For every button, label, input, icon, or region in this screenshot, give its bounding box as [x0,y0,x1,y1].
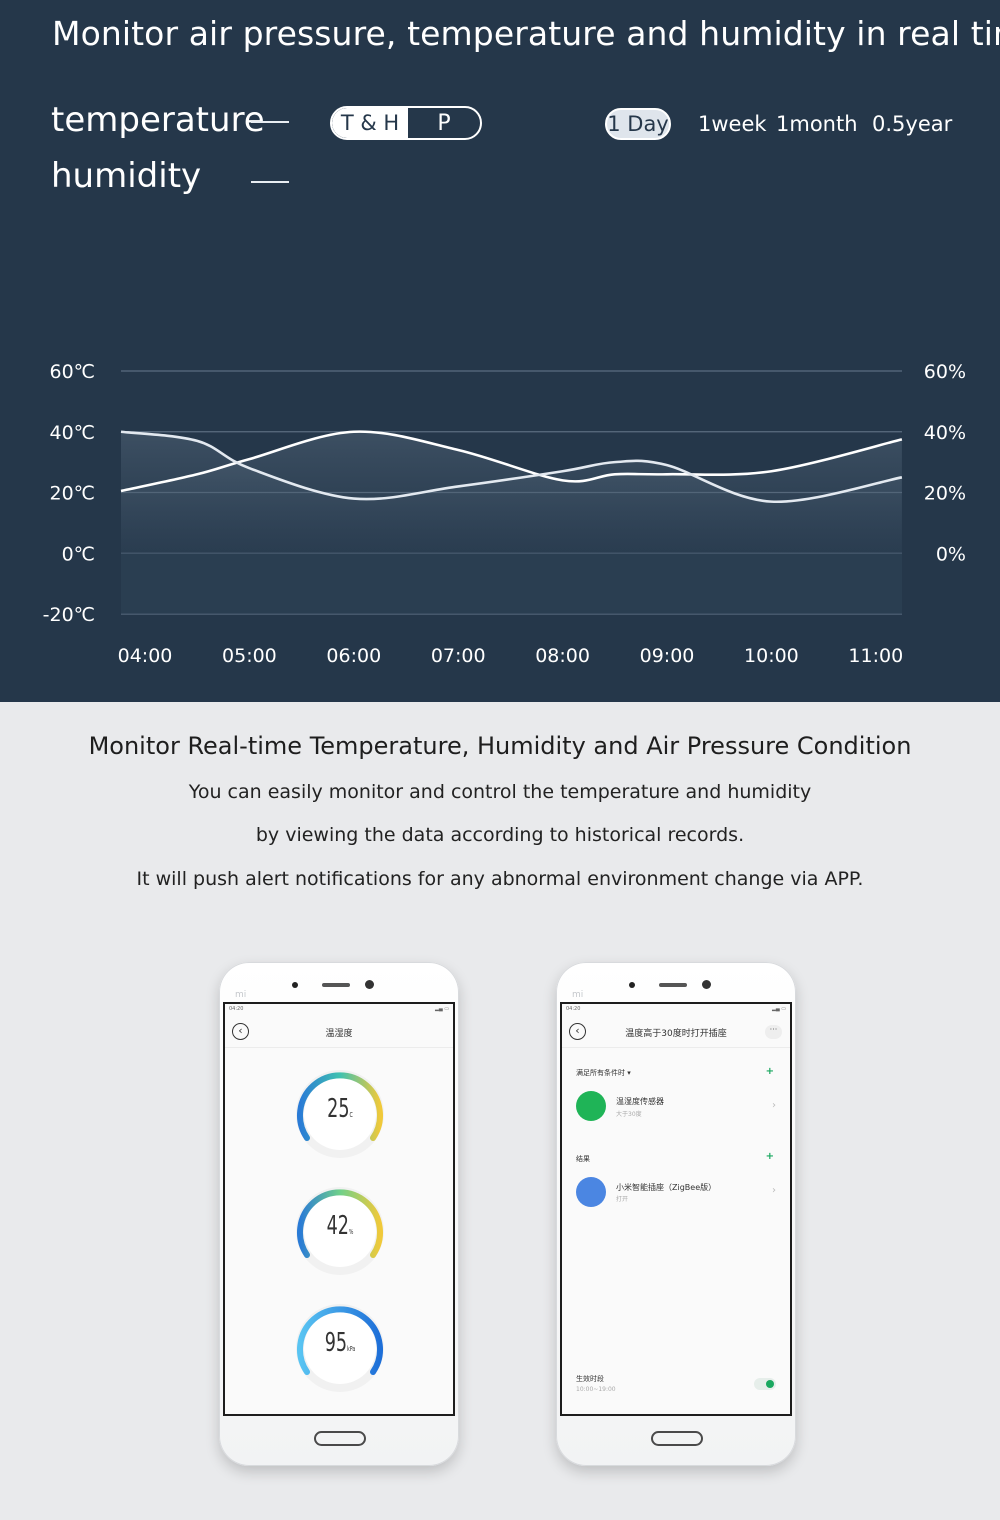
y-left-tick-label: 40℃ [49,422,95,444]
range-1month-button[interactable]: 1month [776,112,858,136]
plug-device-icon [576,1177,606,1207]
y-right-tick-label: 0% [936,543,966,565]
phone-mockup-automation: mi 04:20 ▂▄ ▭ ‹ 温度高于30度时打开插座 ··· 满足所有条件时… [556,962,796,1466]
period-label: 生效时段 [576,1375,604,1383]
y-right-tick-label: 60% [924,361,966,383]
condition-label: 满足所有条件时 ▾ [576,1069,631,1077]
proximity-sensor [292,982,298,988]
device-name[interactable]: 小米智能插座（ZigBee版） [616,1183,717,1192]
description-line-2: by viewing the data according to histori… [255,824,745,846]
description-title: Monitor Real-time Temperature, Humidity … [88,732,912,760]
chart-panel: Monitor air pressure, temperature and hu… [0,0,1000,702]
x-tick-label: 05:00 [222,645,277,667]
y-left-tick-label: 0℃ [62,543,95,565]
humidity-value: 42% [326,1211,354,1241]
legend-temperature-label: temperature [51,100,265,140]
add-result-icon[interactable]: + [765,1151,774,1162]
status-bar: 04:20 ▂▄ ▭ [225,1004,453,1014]
phone-screen: 04:20 ▂▄ ▭ ‹ 温度高于30度时打开插座 ··· 满足所有条件时 ▾ … [560,1002,792,1416]
status-bar: 04:20 ▂▄ ▭ [562,1004,790,1014]
legend-humidity: humidity [51,156,289,196]
x-tick-label: 04:00 [118,645,173,667]
description-line-3: It will push alert notifications for any… [136,868,864,890]
legend-temperature-line [251,121,289,123]
y-right-tick-label: 40% [924,422,966,444]
back-arrow-icon[interactable]: ‹ [232,1023,249,1040]
y-left-tick-label: 60℃ [49,361,95,383]
y-left-tick-label: -20℃ [43,604,95,626]
temperature-gauge[interactable]: 25C [290,1064,390,1164]
legend-humidity-label: humidity [51,156,202,196]
device-action: 打开 [616,1196,629,1203]
device-name[interactable]: 温湿度传感器 [616,1097,664,1106]
status-icons: ▂▄ ▭ [434,1006,449,1012]
period-value: 10:00~19:00 [576,1386,616,1393]
phone-mockup-gauges: mi 04:20 ▂▄ ▭ ‹ 温湿度 25C [219,962,459,1466]
add-condition-icon[interactable]: + [765,1066,774,1077]
home-button[interactable] [651,1431,703,1446]
x-tick-label: 11:00 [848,645,903,667]
chevron-right-icon[interactable]: › [772,1100,776,1111]
app-title: 温湿度 [325,1029,353,1039]
series-area-humidity [121,431,902,554]
description-line-1: You can easily monitor and control the t… [188,781,812,803]
series-line-temperature [120,430,903,493]
app-title: 温度高于30度时打开插座 [625,1029,727,1039]
y-right-tick-label: 20% [924,483,966,505]
sensor-device-icon [576,1091,606,1121]
pressure-value: 95kPa [324,1328,356,1358]
front-camera [702,980,711,989]
device-condition: 大于30度 [616,1111,642,1118]
brand-logo: mi [235,990,247,1000]
home-button[interactable] [314,1431,366,1446]
series-line-humidity [120,430,903,503]
app-bar: ‹ 温湿度 [225,1014,453,1048]
mode-option-p[interactable]: P [437,110,451,136]
pressure-gauge[interactable]: 95kPa [290,1298,390,1398]
lower-band [121,553,902,614]
legend-temperature: temperature [51,100,289,140]
y-left-tick-label: 20℃ [49,483,95,505]
range-1day-button[interactable]: 1 Day [605,108,671,140]
chevron-right-icon[interactable]: › [772,1185,776,1196]
back-arrow-icon[interactable]: ‹ [569,1023,586,1040]
period-toggle[interactable] [754,1378,776,1390]
proximity-sensor [629,982,635,988]
legend-humidity-line [251,181,289,183]
status-icons: ▂▄ ▭ [771,1006,786,1012]
app-bar: ‹ 温度高于30度时打开插座 ··· [562,1014,790,1048]
front-camera [365,980,374,989]
x-tick-label: 10:00 [744,645,799,667]
range-1week-button[interactable]: 1week [698,112,767,136]
mode-toggle[interactable]: T & H P [330,106,482,140]
phone-screen: 04:20 ▂▄ ▭ ‹ 温湿度 25C [223,1002,455,1416]
temperature-value: 25C [327,1094,353,1124]
more-icon[interactable]: ··· [765,1025,782,1039]
brand-logo: mi [572,990,584,1000]
line-chart: 60℃ 40℃ 20℃ 0℃ -20℃ 60% 40% 20% 0% 04:00 05:00 06:0… [43,361,966,667]
x-tick-label: 08:00 [535,645,590,667]
x-tick-label: 06:00 [326,645,381,667]
earpiece-speaker [322,983,350,987]
range-halfyear-button[interactable]: 0.5year [872,112,953,136]
status-time: 04:20 [229,1006,244,1012]
gauge-ring-icon [296,1304,384,1392]
gauge-ring-icon [296,1187,384,1275]
status-time: 04:20 [566,1006,581,1012]
humidity-gauge[interactable]: 42% [290,1181,390,1281]
result-label: 结果 [576,1155,590,1163]
gauge-ring-icon [296,1070,384,1158]
x-tick-label: 07:00 [431,645,486,667]
mode-option-th[interactable]: T & H [332,108,408,138]
x-tick-label: 09:00 [640,645,695,667]
earpiece-speaker [659,983,687,987]
headline: Monitor air pressure, temperature and hu… [52,14,1000,53]
